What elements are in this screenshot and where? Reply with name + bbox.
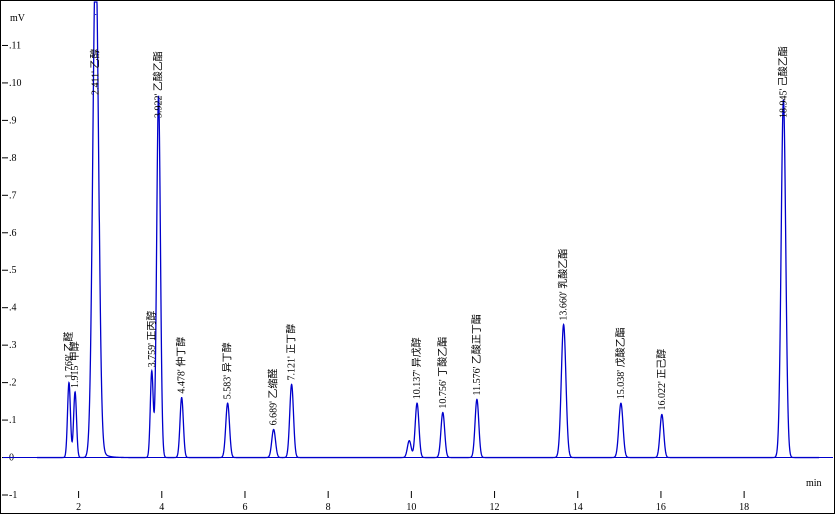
x-tick-label: 10 — [406, 502, 416, 513]
y-tick-label: .5 — [9, 265, 17, 276]
x-tick-label: 14 — [573, 502, 583, 513]
peak-label: 6.689' 乙缩醛 — [267, 369, 280, 426]
x-tick-label: 2 — [76, 502, 81, 513]
x-tick-label: 12 — [490, 502, 500, 513]
y-tick-label: .9 — [9, 115, 17, 126]
peak-label: 5.583' 异丁醇 — [221, 342, 234, 399]
y-tick-label: .8 — [9, 153, 17, 164]
peak-label: 10.756' 丁酸乙酯 — [436, 337, 449, 409]
peak-label: 16.022' 正己醇 — [655, 349, 668, 411]
peak-label: 11.576' 乙酸正丁酯 — [470, 314, 483, 395]
y-tick-label: .2 — [9, 378, 17, 389]
x-tick-label: 4 — [159, 502, 164, 513]
peak-label: 1.769' 乙醛 — [62, 332, 75, 379]
peak-label: 18.945' 己酸乙酯 — [776, 46, 789, 118]
x-tick-label: 16 — [656, 502, 666, 513]
y-tick-label: .4 — [9, 303, 17, 314]
x-axis-label: min — [806, 478, 822, 489]
x-tick-label: 18 — [739, 502, 749, 513]
y-tick-label: .11 — [9, 40, 21, 51]
y-tick-label: .7 — [9, 190, 17, 201]
y-tick-label: .6 — [9, 228, 17, 239]
peak-label: 2.411' 乙醇 — [89, 49, 102, 95]
peak-label: 10.137' 异戊醇 — [410, 337, 423, 399]
peak-label: 3.922' 乙酸乙酯 — [152, 51, 165, 118]
peak-label: 4.478' 仲丁醇 — [175, 337, 188, 394]
x-tick-label: 8 — [326, 502, 331, 513]
y-tick-label: .3 — [9, 340, 17, 351]
y-tick-label: -1 — [9, 490, 17, 501]
peak-label: 7.121' 正丁醇 — [285, 324, 298, 381]
x-tick-label: 6 — [242, 502, 247, 513]
peak-label: 15.038' 戊酸乙酯 — [614, 327, 627, 399]
y-tick-label: .1 — [9, 415, 17, 426]
peak-label: 3.759' 正丙醇 — [145, 311, 158, 368]
chromatogram-trace — [37, 1, 819, 459]
y-tick-label: .10 — [9, 78, 22, 89]
peak-label: 13.660' 乳酸乙酯 — [557, 249, 570, 321]
peak-label: 1.915' 甲醇 — [68, 341, 81, 388]
y-axis-label: mV — [10, 13, 26, 24]
